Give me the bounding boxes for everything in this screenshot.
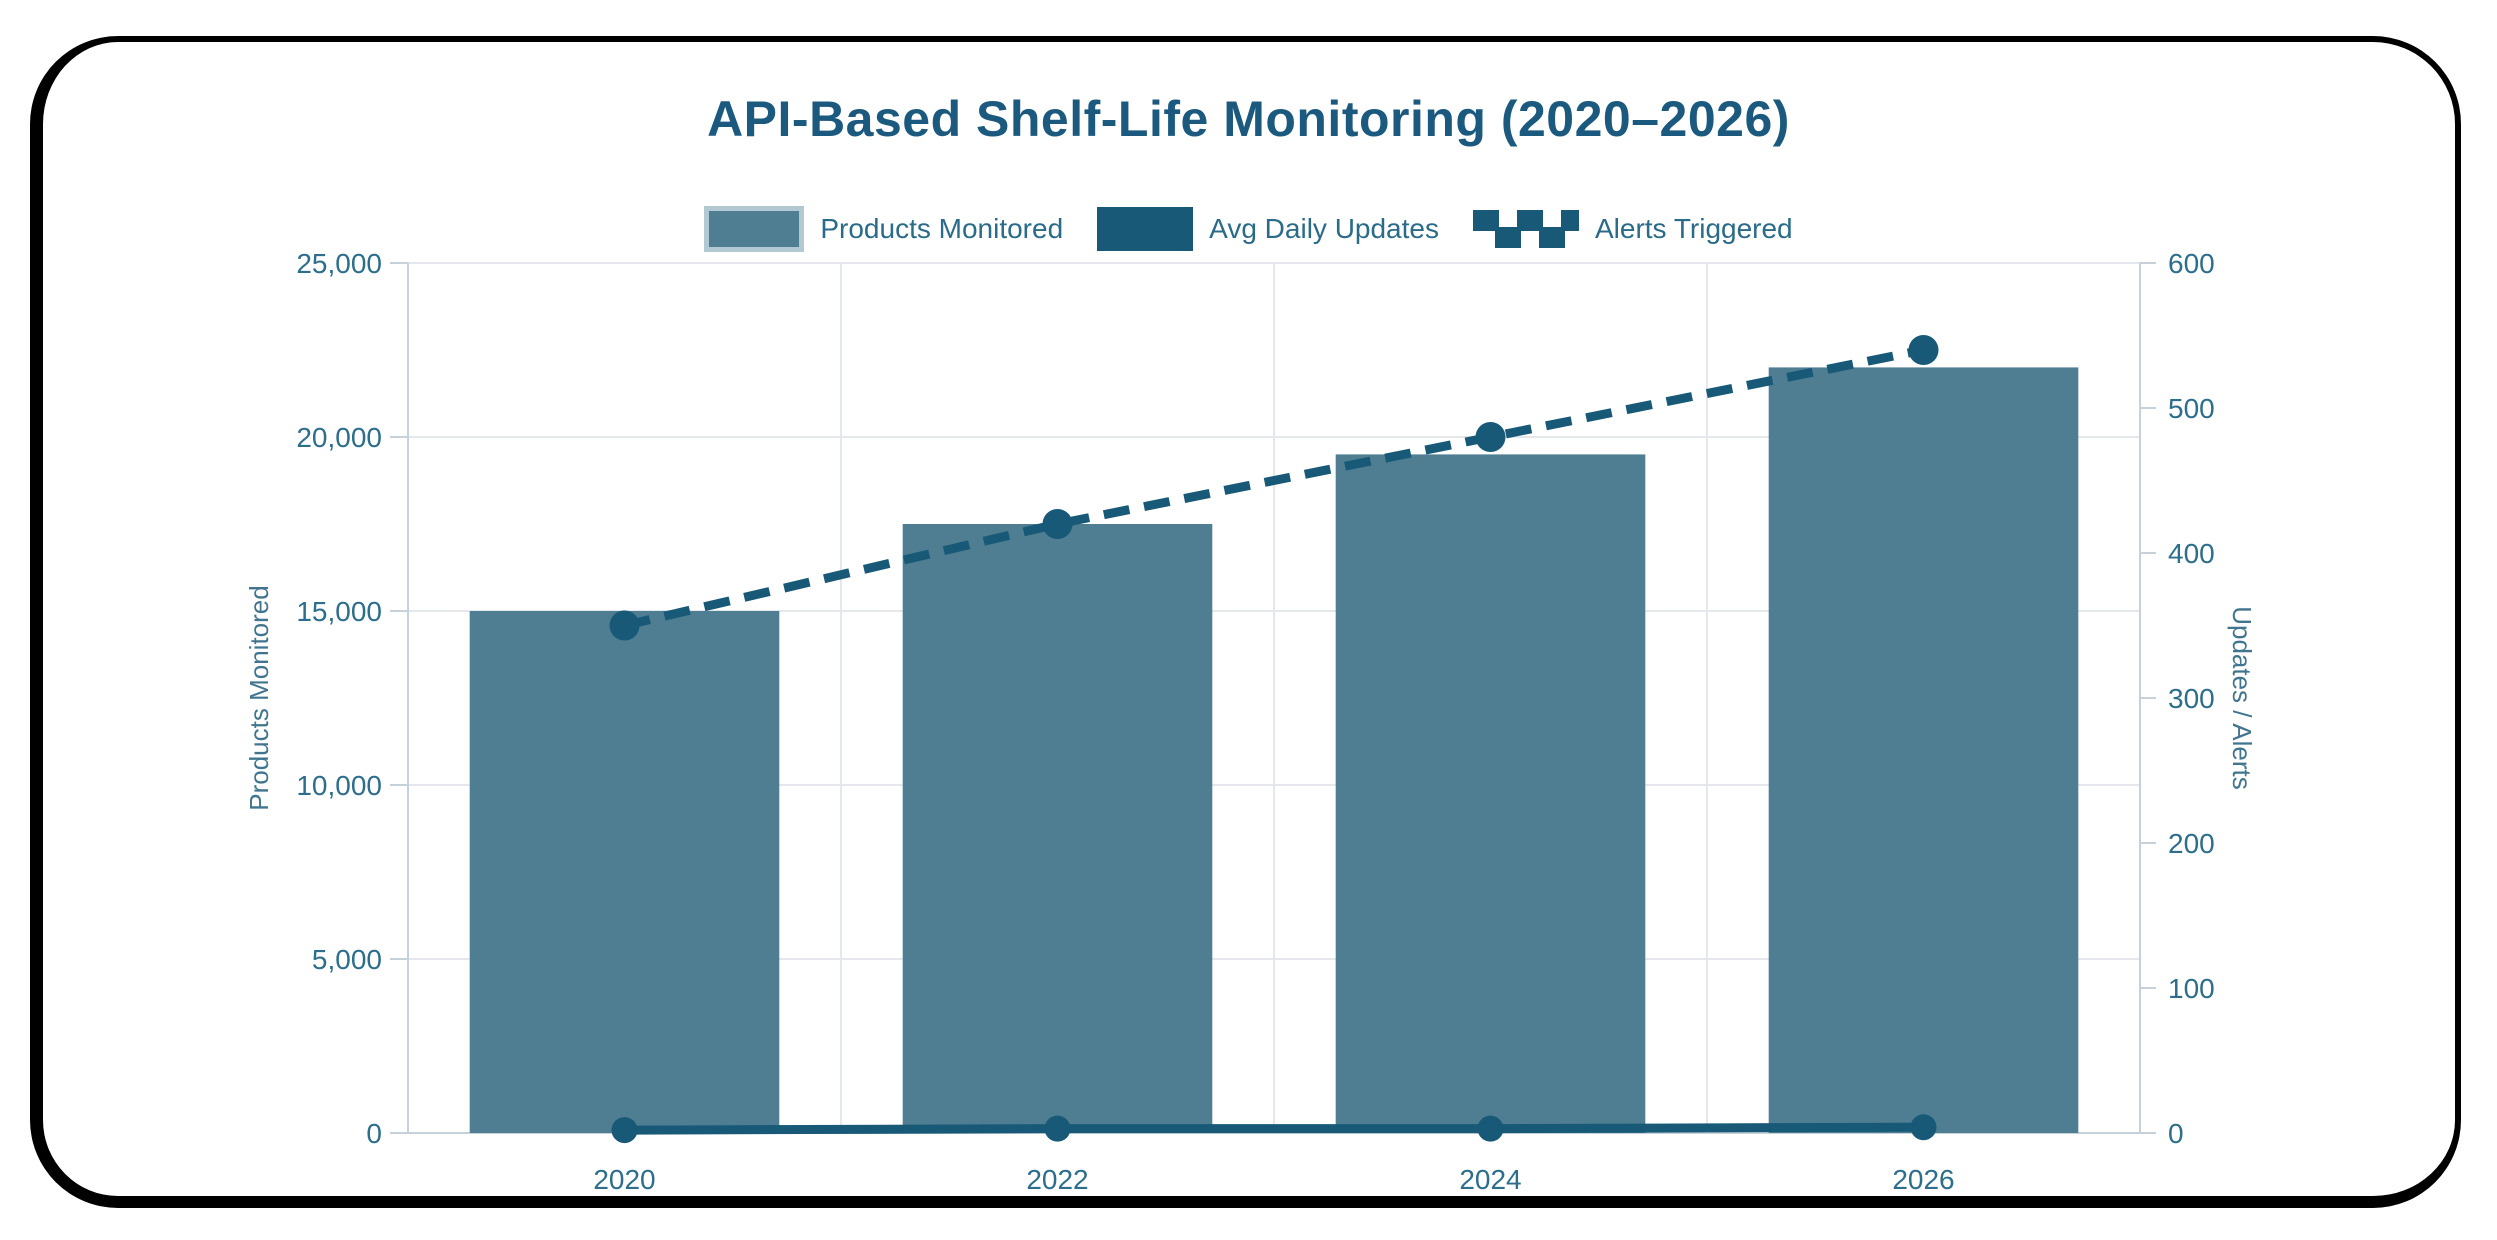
legend-item-products-monitored[interactable]: Products Monitored (704, 206, 1063, 252)
x-axis-tick-label: 2020 (593, 1164, 655, 1195)
left-axis-tick-label: 0 (366, 1118, 382, 1149)
legend-label: Avg Daily Updates (1209, 213, 1439, 244)
bar-2022[interactable] (902, 524, 1213, 1133)
legend-item-alerts-triggered[interactable]: Alerts Triggered (1472, 210, 1793, 248)
alerts-triggered-line (623, 345, 1925, 630)
alerts-marker-2024[interactable] (1475, 422, 1506, 452)
legend-label: Alerts Triggered (1594, 213, 1793, 244)
bar-2026[interactable] (1768, 367, 2079, 1133)
solid-line-swatch-icon (1097, 207, 1194, 251)
right-axis-title: Updates / Alerts (2227, 606, 2257, 790)
updates-marker-2026[interactable] (1910, 1114, 1937, 1141)
left-axis-tick-label: 25,000 (296, 248, 382, 279)
updates-marker-2022[interactable] (1044, 1115, 1071, 1142)
alerts-marker-2026[interactable] (1908, 335, 1939, 365)
alerts-marker-2022[interactable] (1042, 509, 1073, 539)
x-axis-tick-label: 2022 (1026, 1164, 1088, 1195)
alerts-marker-2020[interactable] (609, 610, 640, 641)
legend-item-avg-daily-updates[interactable]: Avg Daily Updates (1097, 207, 1439, 251)
dashed-line-swatch-icon (1472, 210, 1579, 248)
updates-marker-2020[interactable] (611, 1117, 638, 1144)
avg-daily-updates-line (624, 1122, 1924, 1135)
left-axis-tick-label: 20,000 (296, 422, 382, 453)
right-axis-tick-label: 600 (2168, 248, 2215, 279)
left-axis-title: Products Monitored (244, 585, 274, 810)
x-axis-tick-label: 2024 (1459, 1164, 1521, 1195)
bar-2020[interactable] (469, 611, 780, 1133)
right-axis-tick-label: 100 (2168, 973, 2215, 1004)
bar-swatch-icon (704, 206, 805, 252)
left-axis-tick-label: 5,000 (312, 944, 382, 975)
right-axis-tick-label: 400 (2168, 538, 2215, 569)
left-axis-tick-label: 10,000 (296, 770, 382, 801)
right-axis-tick-label: 300 (2168, 683, 2215, 714)
chart-title: API-Based Shelf-Life Monitoring (2020–20… (707, 90, 1790, 147)
right-axis-tick-label: 200 (2168, 828, 2215, 859)
right-axis-tick-label: 0 (2168, 1118, 2184, 1149)
chart-legend: Products Monitored Avg Daily Updates Ale… (0, 206, 2497, 252)
x-axis-tick-label: 2026 (1892, 1164, 1954, 1195)
updates-marker-2024[interactable] (1477, 1115, 1504, 1142)
left-axis-tick-label: 15,000 (296, 596, 382, 627)
legend-label: Products Monitored (820, 213, 1064, 244)
bar-2024[interactable] (1335, 454, 1646, 1133)
right-axis-tick-label: 500 (2168, 393, 2215, 424)
